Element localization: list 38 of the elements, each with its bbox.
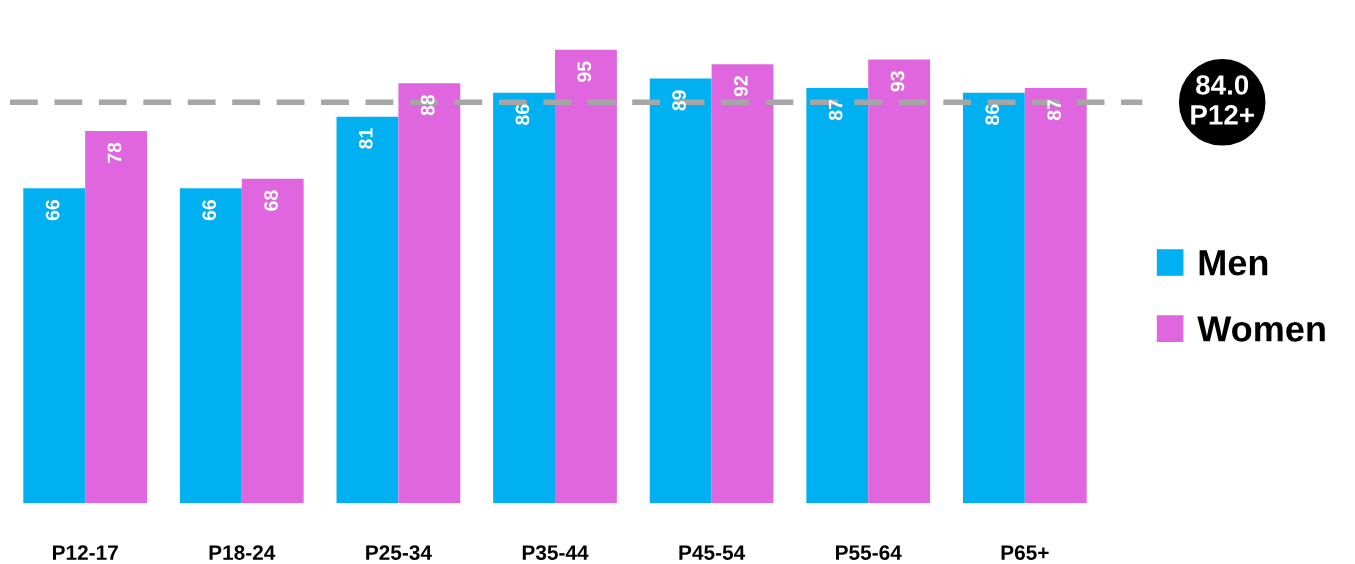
data-label: 86 [985, 104, 1000, 125]
ref-line-label: 84.0 P12+ [1191, 75, 1254, 125]
bar [336, 116, 399, 503]
bar [241, 178, 304, 503]
data-label: 68 [264, 190, 278, 211]
data-label: 92 [733, 76, 748, 97]
x-tick-label: P12-17 [52, 545, 118, 560]
x-tick-label: P65+ [1001, 545, 1049, 560]
data-label: 66 [202, 199, 217, 221]
legend-label: Women [1197, 316, 1325, 342]
bar [179, 188, 242, 503]
data-label: 86 [515, 104, 530, 125]
data-label: 95 [577, 61, 592, 82]
data-label: 93 [890, 71, 905, 92]
bar [493, 92, 555, 503]
bar [711, 64, 774, 503]
bar [962, 92, 1025, 503]
bar [398, 83, 461, 503]
x-tick-label: P25-34 [366, 545, 432, 560]
bar [1024, 88, 1087, 503]
x-tick-label: P45-54 [679, 545, 746, 560]
data-label: 87 [828, 99, 843, 121]
data-label: 66 [45, 199, 60, 221]
x-tick-label: P35-44 [522, 545, 589, 560]
x-tick-label: P18-24 [209, 545, 276, 560]
data-label: 81 [358, 128, 373, 149]
bar [806, 88, 869, 503]
data-label: 88 [420, 94, 435, 116]
x-tick-label: P55-64 [836, 545, 902, 560]
bar [649, 78, 712, 503]
bar [23, 188, 86, 503]
bar [868, 59, 931, 503]
data-label: 87 [1047, 99, 1061, 121]
legend-label: Men [1199, 250, 1268, 276]
data-label: 89 [672, 90, 686, 111]
bar [85, 130, 148, 503]
bar [555, 49, 617, 503]
data-label: 78 [107, 142, 122, 163]
